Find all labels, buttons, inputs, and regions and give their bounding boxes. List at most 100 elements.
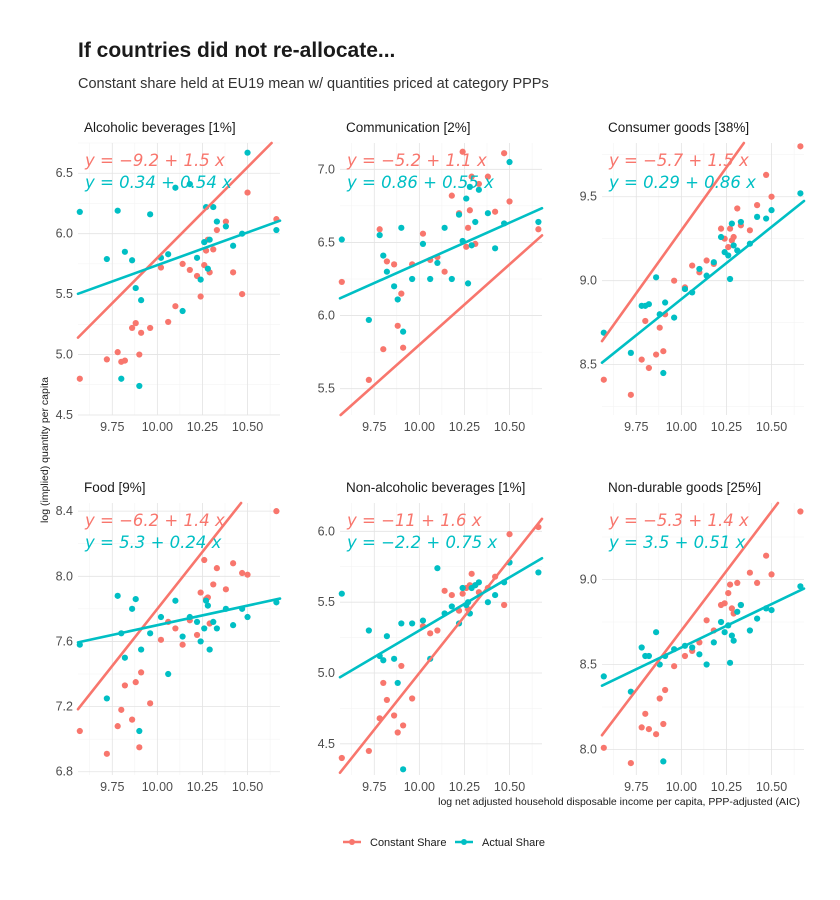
point-constant-share [441,587,448,594]
point-constant-share [656,324,663,331]
legend-key-point [461,839,467,845]
point-actual-share [197,276,204,283]
point-constant-share [459,590,466,597]
x-tick-label: 9.75 [362,780,386,794]
point-actual-share [409,620,416,627]
point-constant-share [703,617,710,624]
point-actual-share [204,265,211,272]
point-constant-share [76,375,83,382]
point-constant-share [136,744,143,751]
point-constant-share [114,723,121,730]
point-actual-share [121,248,128,255]
point-constant-share [441,268,448,275]
point-constant-share [230,560,237,567]
point-actual-share [627,349,634,356]
equation-constant-share: y = −9.2 + 1.5 x [84,151,225,170]
equation-actual-share: y = 0.34 + 0.54 x [84,173,232,192]
point-actual-share [394,296,401,303]
point-actual-share [653,274,660,281]
point-constant-share [103,750,110,757]
point-constant-share [754,202,761,209]
point-actual-share [763,215,770,222]
point-constant-share [129,324,136,332]
point-actual-share [754,213,761,220]
point-constant-share [213,226,220,234]
point-constant-share [475,180,482,188]
point-constant-share [660,348,667,355]
point-actual-share [129,605,136,612]
point-actual-share [681,285,689,293]
y-tick-label: 6.0 [56,227,73,241]
point-actual-share [201,625,208,632]
point-constant-share [338,754,345,762]
point-constant-share [391,261,398,268]
point-actual-share [165,251,172,258]
fit-line-constant-share [339,234,544,417]
point-actual-share [662,299,669,306]
point-actual-share [730,242,737,249]
point-actual-share [768,207,775,214]
point-constant-share [797,508,804,515]
point-constant-share [147,324,154,332]
panel: Food [9%] 9.75 10.00 10.25 10.50 6.8 7.2 7.6 8.0… [56,480,282,794]
chart-subtitle: Constant share held at EU19 mean w/ quan… [78,76,549,92]
point-constant-share [653,351,660,358]
x-tick-label: 10.25 [711,780,742,794]
point-constant-share [132,679,139,686]
point-constant-share [419,230,427,237]
point-constant-share [600,376,607,383]
point-actual-share [746,627,753,634]
panel: Alcoholic beverages [1%] 9.75 10.00 10.25 10… [56,120,282,434]
point-constant-share [391,712,398,719]
facet-title: Communication [2%] [346,120,471,135]
point-constant-share [660,720,667,728]
x-tick-label: 10.50 [232,780,263,794]
point-constant-share [380,679,387,687]
x-tick-label: 9.75 [100,780,124,794]
equation-constant-share: y = −11 + 1.6 x [346,511,482,530]
point-constant-share [157,636,165,643]
fit-line-constant-share [76,501,243,711]
point-actual-share [204,602,211,609]
point-constant-share [210,246,217,253]
point-constant-share [468,570,475,577]
y-tick-label: 9.0 [580,573,597,587]
y-tick-label: 7.0 [318,162,335,176]
point-constant-share [448,591,455,599]
point-constant-share [671,663,678,670]
point-constant-share [600,744,607,751]
facet-title: Food [9%] [84,480,146,495]
point-actual-share [653,629,660,636]
point-actual-share [210,203,217,211]
point-actual-share [136,382,143,390]
x-tick-label: 9.75 [362,420,386,434]
point-constant-share [230,269,237,276]
point-actual-share [210,618,217,625]
equation-actual-share: y = 5.3 + 0.24 x [84,533,222,552]
point-constant-share [400,722,407,729]
point-constant-share [179,260,186,267]
y-tick-label: 6.0 [318,309,335,323]
point-actual-share [172,184,179,191]
fit-line-actual-share [600,199,806,364]
equation-constant-share: y = −6.2 + 1.4 x [84,511,225,530]
y-tick-label: 5.5 [56,287,73,301]
y-tick-label: 6.0 [318,524,335,538]
point-constant-share [383,696,390,704]
point-constant-share [642,317,649,325]
legend: Constant Share Actual Share [343,837,545,849]
point-constant-share [448,192,455,199]
point-actual-share [475,186,482,193]
point-constant-share [627,391,634,398]
facet-title: Consumer goods [38%] [608,120,749,135]
point-actual-share [671,314,678,321]
point-actual-share [737,218,744,226]
point-constant-share [138,329,145,336]
point-actual-share [391,283,398,290]
point-actual-share [660,758,667,765]
point-actual-share [726,275,734,283]
x-tick-label: 9.75 [624,420,648,434]
fit-line-actual-share [338,556,544,679]
